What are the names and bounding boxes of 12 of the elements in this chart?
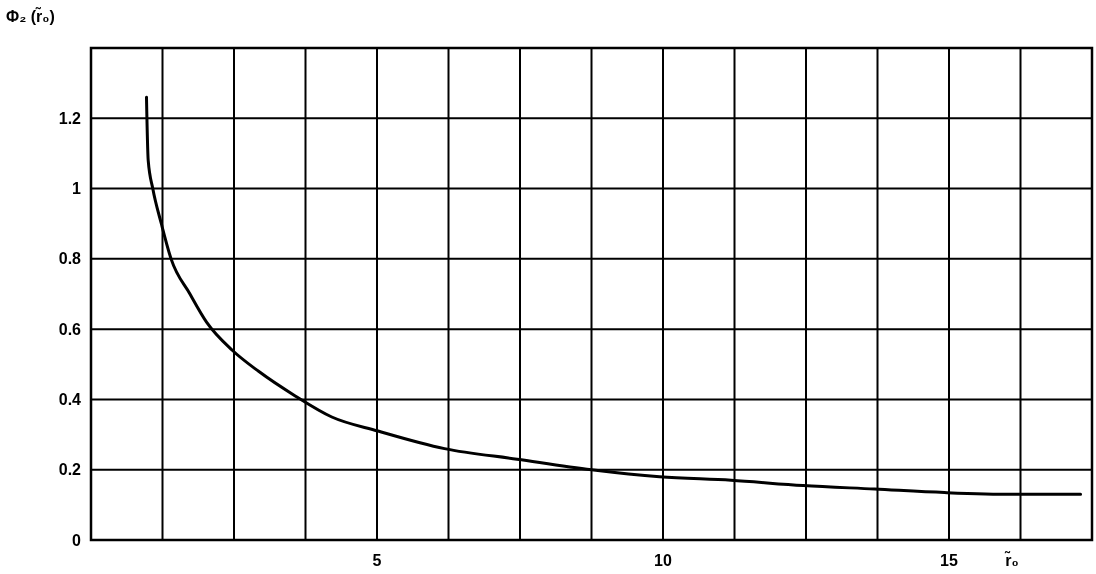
y-tick-label: 0.8 [58, 250, 82, 268]
x-tick-label: 15 [940, 552, 958, 569]
y-tick-label: 0.2 [58, 461, 82, 479]
y-tick-label: 1.2 [58, 109, 82, 127]
y-tick-label: 0 [72, 531, 82, 549]
y-tick-label: 1 [72, 180, 82, 198]
y-tick-label: 0.4 [58, 390, 82, 408]
y-tick-label: 0.6 [58, 320, 82, 338]
y-axis-title: Φ₂ (r̃₀) [6, 6, 55, 25]
x-tick-label: 5 [372, 552, 382, 569]
x-axis-title: r̃₀ [1004, 550, 1019, 569]
x-tick-label: 10 [654, 552, 672, 569]
